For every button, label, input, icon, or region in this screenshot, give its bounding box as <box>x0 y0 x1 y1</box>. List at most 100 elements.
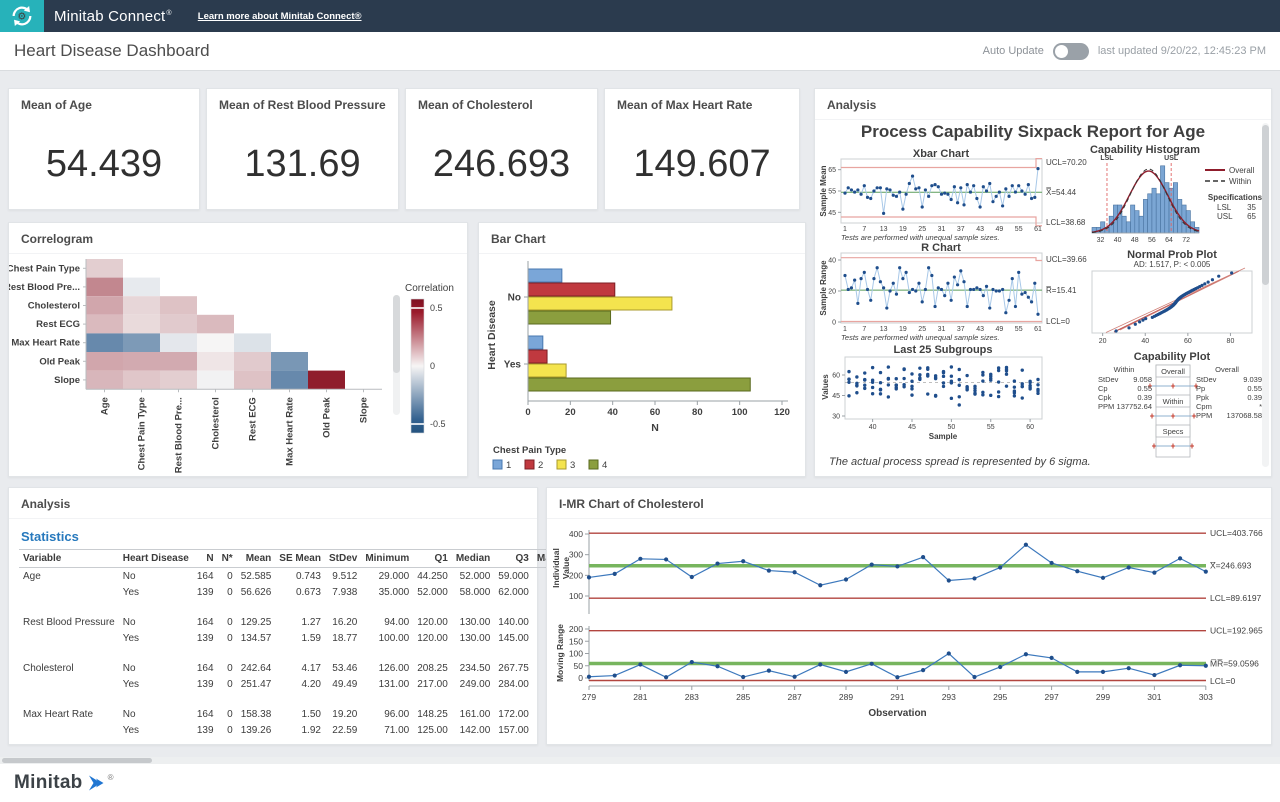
table-cell: 148.25 <box>413 706 452 722</box>
auto-update-label: Auto Update <box>983 45 1044 57</box>
table-cell: Max Heart Rate <box>19 706 119 722</box>
table-cell: 172.00 <box>494 706 533 722</box>
table-cell: 9.512 <box>325 568 361 585</box>
table-cell: 0.743 <box>275 568 325 585</box>
table-cell: 139.26 <box>237 722 276 738</box>
table-cell: 4.17 <box>275 660 325 676</box>
svg-text:60: 60 <box>650 407 661 418</box>
svg-text:PPM: PPM <box>1196 411 1212 420</box>
svg-text:0.39: 0.39 <box>1247 393 1262 402</box>
brand-text: Minitab Connect <box>54 8 165 25</box>
svg-text:X̅=246.693: X̅=246.693 <box>1210 561 1252 571</box>
brand-title: Minitab Connect® <box>54 8 172 25</box>
svg-text:301: 301 <box>1147 692 1161 702</box>
svg-text:Slope: Slope <box>359 397 370 423</box>
svg-text:UCL=192.965: UCL=192.965 <box>1210 626 1263 636</box>
table-cell: 94.00 <box>361 614 413 630</box>
table-row: Yes1390134.571.5918.77100.00120.00130.00… <box>19 630 587 646</box>
svg-text:56: 56 <box>1148 237 1156 244</box>
process-capability-sixpack-chart: Process Capability Sixpack Report for Ag… <box>815 119 1271 477</box>
registered-mark: ® <box>166 10 171 17</box>
auto-update-toggle[interactable] <box>1053 43 1089 60</box>
table-cell: 126.00 <box>361 660 413 676</box>
table-cell: 52.000 <box>452 568 494 585</box>
svg-text:37: 37 <box>957 226 965 233</box>
correlogram-scrollbar[interactable] <box>393 295 400 415</box>
table-cell: Yes <box>119 676 193 692</box>
table-cell: 0.673 <box>275 584 325 600</box>
svg-text:55: 55 <box>1015 226 1023 233</box>
table-cell: 1.59 <box>275 630 325 646</box>
horizontal-scrollbar[interactable] <box>0 757 1280 764</box>
sync-gear-icon: ⚙ <box>9 3 35 29</box>
learn-more-link[interactable]: Learn more about Minitab Connect® <box>198 11 362 22</box>
svg-text:Overall: Overall <box>1229 166 1255 175</box>
svg-text:Max Heart Rate: Max Heart Rate <box>285 397 296 466</box>
panel-title: Analysis <box>9 488 537 519</box>
svg-text:137752.64: 137752.64 <box>1117 402 1152 411</box>
horizontal-scrollbar-thumb[interactable] <box>2 758 152 763</box>
sixpack-scrollbar[interactable] <box>1262 123 1269 467</box>
svg-text:M̅R̅=59.0596: M̅R̅=59.0596 <box>1210 659 1259 669</box>
table-cell: 161.00 <box>452 706 494 722</box>
svg-text:45: 45 <box>828 210 836 217</box>
heart-disease-bar-chart: 020406080100120NoYesHeart DiseaseNChest … <box>479 253 803 475</box>
svg-text:32: 32 <box>1097 237 1105 244</box>
table-row: Max Heart RateNo1640158.381.5019.2096.00… <box>19 706 587 722</box>
svg-text:Process Capability Sixpack Rep: Process Capability Sixpack Report for Ag… <box>861 122 1205 141</box>
table-row: Yes1390251.474.2049.49131.00217.00249.00… <box>19 676 587 692</box>
svg-text:20: 20 <box>828 289 836 296</box>
svg-text:40: 40 <box>1141 338 1149 345</box>
table-cell: 125.00 <box>413 722 452 738</box>
svg-text:Tests are performed with unequ: Tests are performed with unequal sample … <box>841 333 1000 342</box>
svg-text:Tests are performed with unequ: Tests are performed with unequal sample … <box>841 233 1000 242</box>
table-cell: 53.46 <box>325 660 361 676</box>
correlogram-scrollbar-thumb[interactable] <box>393 295 400 373</box>
table-cell: 58.000 <box>452 584 494 600</box>
table-cell: 4.20 <box>275 676 325 692</box>
svg-text:289: 289 <box>839 692 853 702</box>
correlogram-panel: Correlogram Chest Pain TypeRest Blood Pr… <box>8 222 468 477</box>
svg-text:283: 283 <box>685 692 699 702</box>
table-cell: 18.77 <box>325 630 361 646</box>
table-cell: Yes <box>119 584 193 600</box>
svg-text:StDev: StDev <box>1196 375 1217 384</box>
svg-text:Rest ECG: Rest ECG <box>248 397 259 441</box>
svg-text:Old Peak: Old Peak <box>322 396 333 437</box>
analysis-sixpack-panel: Analysis Process Capability Sixpack Repo… <box>814 88 1272 477</box>
kpi-card-mean-max-hr: Mean of Max Heart Rate 149.607 <box>604 88 800 210</box>
svg-text:PPM: PPM <box>1098 402 1114 411</box>
svg-text:UCL=39.66: UCL=39.66 <box>1046 255 1087 264</box>
svg-text:297: 297 <box>1045 692 1059 702</box>
table-cell: 16.20 <box>325 614 361 630</box>
svg-text:Overall: Overall <box>1161 367 1185 376</box>
minitab-connect-logo[interactable]: ⚙ <box>0 0 44 32</box>
imr-control-chart: 100200300400IndividualValueUCL=403.766X̅… <box>547 518 1271 744</box>
svg-text:Within: Within <box>1163 397 1184 406</box>
minitab-chevron-icon <box>87 774 107 792</box>
svg-text:9.058: 9.058 <box>1133 375 1152 384</box>
svg-text:LCL=38.68: LCL=38.68 <box>1046 218 1086 227</box>
table-cell: 267.75 <box>494 660 533 676</box>
sixpack-scrollbar-thumb[interactable] <box>1262 125 1269 285</box>
svg-text:LCL=0: LCL=0 <box>1046 317 1070 326</box>
toggle-knob <box>1055 45 1068 58</box>
svg-text:30: 30 <box>832 414 840 421</box>
svg-text:20: 20 <box>565 407 576 418</box>
table-cell: 71.00 <box>361 722 413 738</box>
svg-text:60: 60 <box>1184 338 1192 345</box>
table-cell: 0 <box>218 706 237 722</box>
table-row: AgeNo164052.5850.7439.51229.00044.25052.… <box>19 568 587 585</box>
svg-text:0.55: 0.55 <box>1247 384 1262 393</box>
svg-text:19: 19 <box>899 226 907 233</box>
table-cell: 100.00 <box>361 630 413 646</box>
table-cell: 52.000 <box>413 584 452 600</box>
svg-text:61: 61 <box>1034 226 1042 233</box>
svg-text:Yes: Yes <box>504 360 522 371</box>
svg-text:USL: USL <box>1217 212 1233 221</box>
table-header-cell: Q3 <box>494 550 533 568</box>
table-cell: 234.50 <box>452 660 494 676</box>
svg-text:N: N <box>651 422 659 434</box>
table-header-cell: Minimum <box>361 550 413 568</box>
svg-text:0.39: 0.39 <box>1137 393 1152 402</box>
